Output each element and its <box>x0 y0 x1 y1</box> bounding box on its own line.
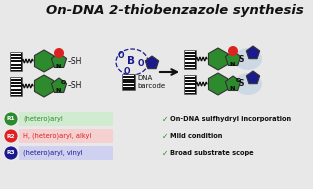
Polygon shape <box>208 48 228 70</box>
Bar <box>185 85 195 87</box>
Text: (hetero)aryl: (hetero)aryl <box>23 116 63 122</box>
Polygon shape <box>246 46 260 59</box>
Text: H, (hetero)aryl, alkyl: H, (hetero)aryl, alkyl <box>23 133 91 139</box>
Circle shape <box>4 129 18 143</box>
Text: ✓: ✓ <box>162 115 168 123</box>
Circle shape <box>54 48 64 58</box>
Text: O: O <box>235 77 241 83</box>
Bar <box>185 67 195 68</box>
Text: O: O <box>138 59 144 67</box>
Text: On-DNA sulfhydryl incorporation: On-DNA sulfhydryl incorporation <box>170 116 291 122</box>
Bar <box>11 84 21 85</box>
Text: N: N <box>229 87 235 91</box>
Text: S: S <box>238 54 244 64</box>
Polygon shape <box>208 73 228 95</box>
Bar <box>10 77 22 95</box>
Bar <box>11 59 21 60</box>
Bar <box>185 51 195 52</box>
Bar <box>185 89 195 90</box>
Bar <box>185 76 195 77</box>
Polygon shape <box>225 51 241 65</box>
Text: –SH: –SH <box>68 57 82 66</box>
Bar <box>185 57 195 58</box>
Text: ✓: ✓ <box>162 149 168 157</box>
Bar <box>184 74 196 94</box>
Text: DNA
barcode: DNA barcode <box>137 75 165 88</box>
Text: Mild condition: Mild condition <box>170 133 222 139</box>
Bar <box>185 92 195 93</box>
Text: N: N <box>55 88 61 94</box>
FancyBboxPatch shape <box>19 112 113 126</box>
FancyBboxPatch shape <box>19 129 113 143</box>
Bar <box>122 78 134 79</box>
Circle shape <box>4 146 18 160</box>
Ellipse shape <box>234 48 262 70</box>
Text: On-DNA 2-thiobenzazole synthesis: On-DNA 2-thiobenzazole synthesis <box>46 4 304 17</box>
Polygon shape <box>51 78 67 92</box>
Text: Broad substrate scope: Broad substrate scope <box>170 150 254 156</box>
Bar <box>11 62 21 64</box>
Text: R2: R2 <box>7 133 15 139</box>
Bar <box>11 53 21 54</box>
Text: O: O <box>60 80 66 84</box>
Polygon shape <box>34 75 54 97</box>
Polygon shape <box>145 56 159 69</box>
Bar <box>185 54 195 55</box>
Bar <box>184 50 196 68</box>
Text: R3: R3 <box>7 150 15 156</box>
Bar <box>11 91 21 92</box>
FancyBboxPatch shape <box>19 146 113 160</box>
Text: ✓: ✓ <box>162 132 168 140</box>
Polygon shape <box>225 76 241 91</box>
Bar <box>185 64 195 65</box>
Bar <box>185 82 195 83</box>
Polygon shape <box>246 71 260 84</box>
Bar <box>185 79 195 80</box>
Bar <box>11 66 21 67</box>
Text: O: O <box>118 50 124 60</box>
Text: S: S <box>238 80 244 88</box>
Bar <box>122 83 134 84</box>
Circle shape <box>4 112 18 126</box>
Bar <box>121 74 135 90</box>
Text: R1: R1 <box>7 116 15 122</box>
Text: B: B <box>127 56 135 66</box>
Bar <box>10 51 22 70</box>
Text: N: N <box>229 61 235 67</box>
Circle shape <box>228 46 238 56</box>
Ellipse shape <box>234 73 262 95</box>
Text: O: O <box>124 67 130 75</box>
Bar <box>11 94 21 95</box>
Bar <box>11 81 21 82</box>
Bar <box>11 56 21 57</box>
Text: –SH: –SH <box>68 81 82 91</box>
Polygon shape <box>34 50 54 72</box>
Bar <box>122 86 134 87</box>
Bar <box>122 75 134 76</box>
Text: N: N <box>55 64 61 68</box>
Bar <box>11 69 21 70</box>
Polygon shape <box>51 53 67 67</box>
Bar <box>122 88 134 89</box>
Bar <box>11 78 21 79</box>
Text: (hetero)aryl, vinyl: (hetero)aryl, vinyl <box>23 150 83 156</box>
Bar <box>185 60 195 62</box>
